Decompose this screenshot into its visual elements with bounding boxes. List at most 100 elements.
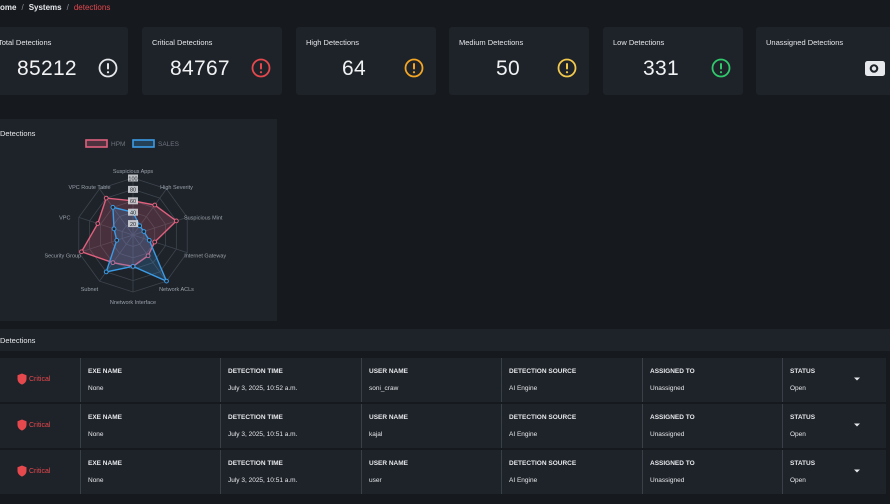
- radar-axis-label: VPC Route Table: [68, 185, 110, 191]
- cell-exe-name: None: [88, 431, 104, 438]
- radar-point: [79, 249, 84, 255]
- radar-point: [145, 253, 151, 259]
- cell-status: Open: [790, 431, 806, 438]
- radar-tick-bg: [128, 197, 138, 205]
- table-row[interactable]: Critical EXE NAME None DETECTION TIME July…: [0, 450, 886, 494]
- card-value: 84767: [170, 57, 230, 80]
- cell-detection-time: July 3, 2025, 10:52 a.m.: [228, 385, 298, 392]
- radar-chart-title: Detections: [0, 129, 36, 138]
- severity-label: Critical: [29, 421, 51, 429]
- legend-swatch: [132, 139, 155, 148]
- radar-axis-label: Network ACLs: [159, 287, 194, 293]
- card-value: 64: [342, 57, 366, 80]
- card-value: 85212: [17, 57, 77, 80]
- card-title: Low Detections: [613, 38, 665, 47]
- card-value: 331: [643, 57, 679, 80]
- radar-point: [173, 218, 179, 224]
- camera-icon: [865, 61, 885, 76]
- cell-detection-source: AI Engine: [509, 431, 538, 438]
- column-header: DETECTION SOURCE: [509, 460, 577, 467]
- chevron-down-icon[interactable]: [853, 376, 861, 382]
- exclamation-circle-icon: [711, 58, 731, 78]
- column-header: STATUS: [790, 368, 816, 375]
- radar-axis-label: Security Group: [44, 254, 81, 260]
- exclamation-circle-icon: [557, 58, 577, 78]
- column-header: DETECTION SOURCE: [509, 414, 577, 421]
- radar-spoke: [132, 234, 167, 282]
- cell-detection-source: AI Engine: [509, 385, 538, 392]
- chevron-down-icon[interactable]: [853, 422, 861, 428]
- radar-tick-label: 20: [130, 222, 136, 228]
- radar-point: [146, 237, 152, 243]
- card-total-detections[interactable]: Total Detections 85212: [0, 27, 128, 95]
- radar-chart-panel: 100 80 60 40 20 Suspicious Apps High Severity S…: [0, 119, 277, 321]
- legend-swatch: [85, 139, 108, 148]
- breadcrumb-systems[interactable]: Systems: [28, 3, 62, 12]
- card-medium-detections[interactable]: Medium Detections 50: [449, 27, 589, 95]
- cell-detection-time: July 3, 2025, 10:51 a.m.: [228, 431, 298, 438]
- severity-badge: Critical: [17, 419, 50, 431]
- column-header: DETECTION TIME: [228, 460, 283, 467]
- legend-label: HPM: [111, 141, 125, 148]
- card-critical-detections[interactable]: Critical Detections 84767: [142, 27, 282, 95]
- table-row[interactable]: Critical EXE NAME None DETECTION TIME July…: [0, 358, 886, 402]
- radar-axis-label: Suspicious Apps: [113, 169, 154, 175]
- radar-axis-label: Suspicious Mint: [184, 215, 223, 221]
- radar-point: [164, 278, 169, 284]
- column-header: STATUS: [790, 460, 816, 467]
- severity-label: Critical: [29, 375, 51, 383]
- column-header: USER NAME: [369, 414, 409, 421]
- cell-detection-time: July 3, 2025, 10:51 a.m.: [228, 477, 298, 484]
- column-header: EXE NAME: [88, 460, 122, 467]
- radar-axis-label: Internet Gateway: [184, 254, 226, 260]
- radar-axis-label: Nnetwork Interface: [110, 300, 156, 306]
- severity-badge: Critical: [17, 465, 50, 477]
- column-header: ASSIGNED TO: [650, 368, 695, 375]
- detections-section-header: Detections: [0, 329, 890, 351]
- shield-icon: [17, 465, 27, 477]
- cell-exe-name: None: [88, 385, 104, 392]
- radar-tick-bg: [128, 174, 138, 182]
- radar-tick-label: 80: [130, 188, 136, 194]
- card-title: Critical Detections: [152, 38, 213, 47]
- card-title: Medium Detections: [459, 38, 524, 47]
- breadcrumb-home[interactable]: ome: [0, 3, 17, 12]
- radar-chart: 100 80 60 40 20 Suspicious Apps High Severity S…: [44, 139, 226, 306]
- cell-assigned-to: Unassigned: [650, 477, 685, 484]
- breadcrumb-current: detections: [73, 3, 111, 12]
- exclamation-circle-icon: [251, 58, 271, 78]
- radar-point: [103, 195, 109, 201]
- table-row[interactable]: Critical EXE NAME None DETECTION TIME July…: [0, 404, 886, 448]
- column-header: USER NAME: [369, 460, 409, 467]
- exclamation-circle-icon: [98, 58, 118, 78]
- column-header: ASSIGNED TO: [650, 460, 695, 467]
- column-header: DETECTION TIME: [228, 368, 283, 375]
- radar-spoke: [78, 217, 134, 236]
- cell-assigned-to: Unassigned: [650, 431, 685, 438]
- cell-user-name: kajal: [369, 431, 383, 438]
- card-value: 50: [496, 57, 520, 80]
- radar-spoke: [132, 234, 188, 253]
- legend-label: SALES: [158, 141, 180, 148]
- cell-exe-name: None: [88, 477, 104, 484]
- card-high-detections[interactable]: High Detections 64: [296, 27, 436, 95]
- column-header: DETECTION TIME: [228, 414, 283, 421]
- cell-status: Open: [790, 477, 806, 484]
- card-unassigned-detections[interactable]: Unassigned Detections: [756, 27, 890, 95]
- radar-tick-bg: [128, 208, 138, 216]
- shield-icon: [17, 373, 27, 385]
- radar-point: [103, 269, 109, 275]
- cell-user-name: user: [369, 477, 382, 484]
- radar-tick-label: 60: [130, 199, 136, 205]
- detections-section-title: Detections: [0, 336, 36, 345]
- card-low-detections[interactable]: Low Detections 331: [603, 27, 743, 95]
- column-header: STATUS: [790, 414, 816, 421]
- severity-badge: Critical: [17, 373, 50, 385]
- column-header: EXE NAME: [88, 414, 122, 421]
- radar-axis-label: High Severity: [160, 185, 193, 191]
- card-title: Total Detections: [0, 38, 52, 47]
- chevron-down-icon[interactable]: [853, 468, 861, 474]
- radar-tick-label: 100: [128, 176, 137, 182]
- severity-label: Critical: [29, 467, 51, 475]
- radar-point: [152, 239, 158, 245]
